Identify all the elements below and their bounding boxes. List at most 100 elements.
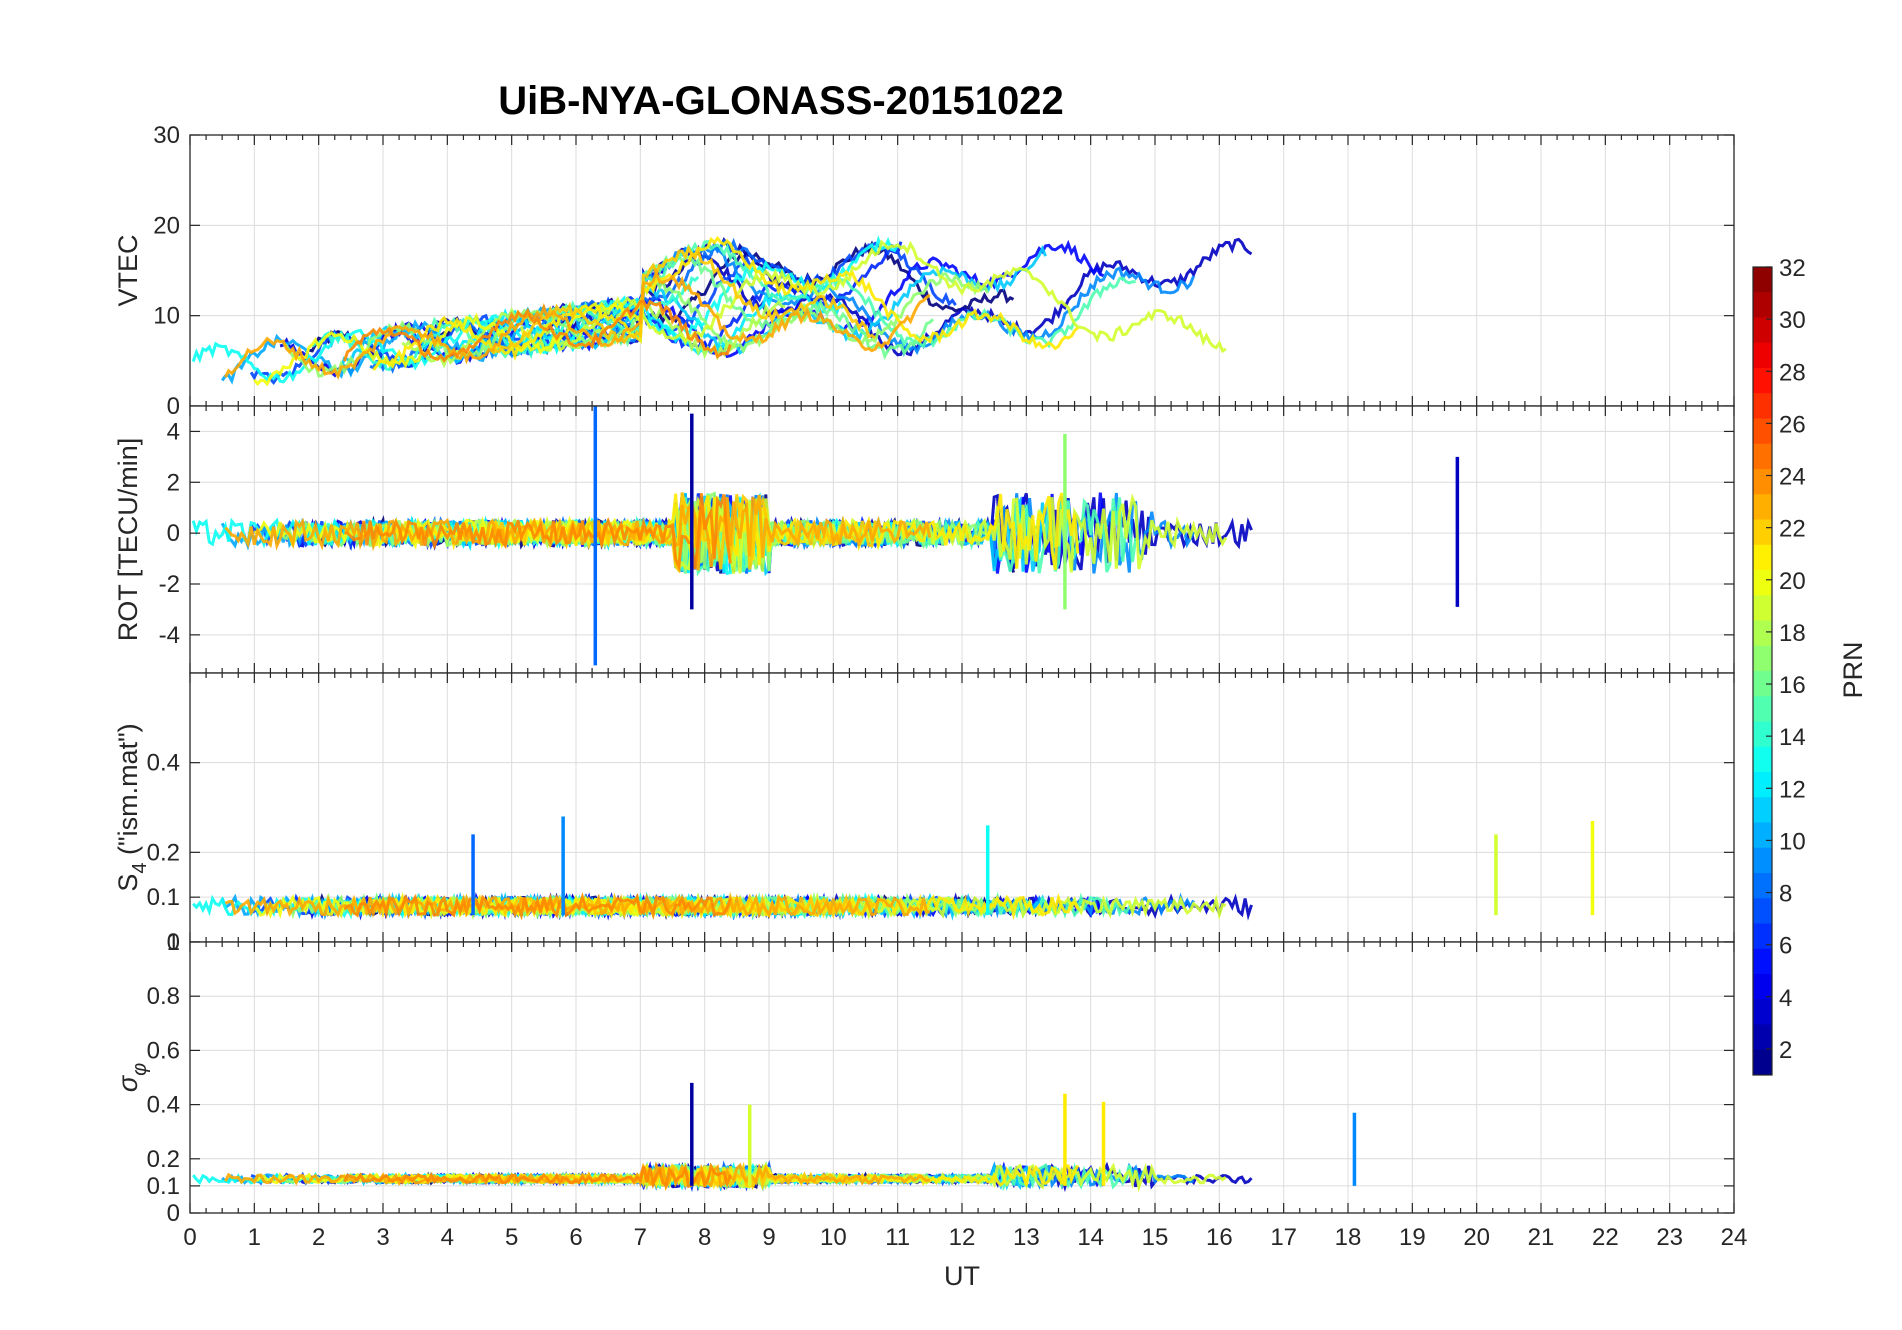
colorbar-segment	[1753, 822, 1772, 849]
colorbar-segment	[1753, 746, 1772, 773]
colorbar-segment	[1753, 923, 1772, 950]
colorbar-tick-label: 20	[1779, 568, 1806, 595]
colorbar-segment	[1753, 469, 1772, 495]
x-axis-label: UT	[944, 1261, 980, 1291]
prn-trace	[339, 244, 1047, 369]
x-tick-label: 14	[1077, 1224, 1104, 1251]
x-tick-label: 20	[1463, 1224, 1490, 1251]
x-tick-label: 17	[1270, 1224, 1297, 1251]
colorbar-segment	[1753, 873, 1772, 899]
prn-traces	[191, 406, 1460, 666]
colorbar-segment	[1753, 317, 1772, 344]
colorbar-segment	[1753, 847, 1772, 874]
y-axis-label: S4 ("ism.mat")	[113, 723, 151, 891]
x-tick-label: 10	[820, 1224, 847, 1251]
y-axis-label: σφ	[113, 1063, 151, 1092]
prn-traces	[192, 1082, 1357, 1193]
prn-trace	[253, 301, 642, 387]
x-tick-label: 23	[1656, 1224, 1683, 1251]
colorbar-segment	[1753, 595, 1772, 621]
colorbar-tick-label: 4	[1779, 985, 1792, 1012]
y-tick-label: 0.8	[147, 983, 180, 1010]
prn-trace	[344, 493, 732, 572]
colorbar-tick-label: 28	[1779, 359, 1806, 386]
y-tick-label: 0	[167, 520, 180, 547]
y-tick-label: 30	[153, 122, 180, 149]
prn-trace	[401, 299, 786, 369]
x-tick-label: 5	[505, 1224, 518, 1251]
colorbar-tick-label: 18	[1779, 620, 1806, 647]
x-tick-label: 8	[698, 1224, 711, 1251]
colorbar-segment	[1753, 1024, 1772, 1051]
y-axis-label: ROT [TECU/min]	[113, 438, 143, 642]
x-tick-label: 22	[1592, 1224, 1619, 1251]
chart-title: UiB-NYA-GLONASS-20151022	[498, 79, 1063, 123]
colorbar-segment	[1753, 671, 1772, 697]
x-tick-label: 7	[634, 1224, 647, 1251]
colorbar-tick-label: 12	[1779, 776, 1806, 803]
colorbar-tick-label: 8	[1779, 881, 1792, 908]
y-axis-label: VTEC	[113, 234, 143, 306]
colorbar-segment	[1753, 368, 1772, 394]
y-tick-label: 0	[167, 1200, 180, 1227]
colorbar-label: PRN	[1838, 641, 1868, 698]
y-tick-label: 1	[167, 929, 180, 956]
colorbar-segment	[1753, 519, 1772, 546]
x-tick-label: 21	[1528, 1224, 1555, 1251]
y-tick-label: 20	[153, 212, 180, 239]
y-tick-label: 0.2	[147, 839, 180, 866]
prn-traces	[192, 816, 1595, 921]
colorbar-segment	[1753, 494, 1772, 520]
colorbar-segment	[1753, 948, 1772, 975]
colorbar-segment	[1753, 418, 1772, 445]
colorbar-segment	[1753, 393, 1772, 419]
prn-trace	[224, 494, 932, 571]
colorbar-segment	[1753, 721, 1772, 748]
colorbar-segment	[1753, 772, 1772, 798]
colorbar-segment	[1753, 645, 1772, 672]
colorbar-tick-label: 24	[1779, 464, 1806, 491]
prn-trace	[343, 891, 732, 921]
x-tick-label: 19	[1399, 1224, 1426, 1251]
colorbar-segment	[1753, 342, 1772, 369]
y-tick-label: 0.1	[147, 1173, 180, 1200]
colorbar-segment	[1753, 292, 1772, 318]
panel-s4: 0 0.1 0.2 0.4S4 ("ism.mat")	[113, 672, 1735, 956]
x-tick-label: 24	[1721, 1224, 1748, 1251]
colorbar-segment	[1753, 999, 1772, 1025]
x-tick-label: 9	[762, 1224, 775, 1251]
colorbar-segment	[1753, 696, 1772, 722]
colorbar-segment	[1753, 544, 1772, 571]
x-tick-label: 18	[1335, 1224, 1362, 1251]
colorbar-tick-label: 22	[1779, 516, 1806, 543]
x-tick-label: 1	[248, 1224, 261, 1251]
colorbar-segment	[1753, 797, 1772, 823]
y-tick-label: 2	[167, 469, 180, 496]
colorbar-tick-label: 16	[1779, 672, 1806, 699]
x-tick-label: 11	[885, 1224, 910, 1251]
prn-trace	[343, 1162, 732, 1190]
y-tick-label: -4	[159, 622, 180, 649]
prn-trace	[308, 240, 1015, 369]
x-tick-label: 3	[376, 1224, 389, 1251]
y-tick-label: 10	[153, 303, 180, 330]
x-tick-label: 6	[569, 1224, 582, 1251]
y-tick-label: 4	[167, 418, 180, 445]
prn-trace	[224, 1161, 931, 1191]
x-tick-label: 15	[1142, 1224, 1169, 1251]
colorbar-tick-label: 30	[1779, 307, 1806, 334]
colorbar-tick-label: 32	[1779, 255, 1806, 282]
x-tick-label: 13	[1013, 1224, 1040, 1251]
panel-rot: -4 -2 0 2 4 ROT [TECU/min]	[113, 405, 1735, 674]
colorbar-segment	[1753, 1049, 1772, 1076]
x-tick-label: 16	[1206, 1224, 1233, 1251]
prn-trace	[342, 299, 732, 363]
y-tick-label: 0.4	[147, 1092, 180, 1119]
y-tick-label: 0.2	[147, 1146, 180, 1173]
prn-trace	[372, 235, 1079, 372]
prn-trace	[491, 244, 877, 355]
colorbar-segment	[1753, 974, 1772, 1000]
colorbar-segment	[1753, 898, 1772, 924]
